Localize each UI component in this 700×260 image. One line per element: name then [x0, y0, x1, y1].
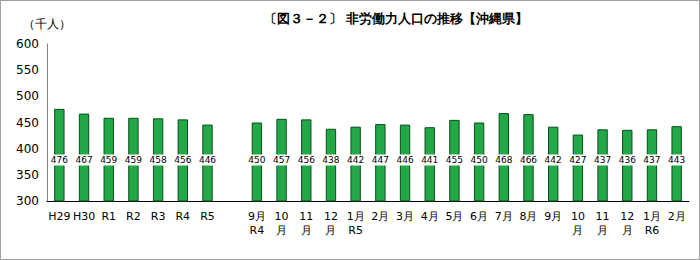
- svg-text:446: 446: [199, 155, 216, 165]
- svg-text:11: 11: [596, 210, 610, 223]
- svg-text:437: 437: [594, 155, 611, 165]
- svg-text:月: 月: [572, 224, 583, 237]
- svg-text:476: 476: [51, 155, 68, 165]
- svg-text:438: 438: [322, 155, 339, 165]
- svg-text:2月: 2月: [668, 210, 686, 223]
- svg-text:月: 月: [325, 224, 336, 237]
- svg-text:500: 500: [16, 89, 39, 103]
- svg-text:466: 466: [520, 155, 537, 165]
- svg-text:427: 427: [569, 155, 586, 165]
- svg-text:550: 550: [16, 63, 39, 77]
- svg-text:12: 12: [620, 210, 634, 223]
- svg-text:1月: 1月: [347, 210, 365, 223]
- svg-text:R5: R5: [348, 224, 363, 237]
- svg-text:436: 436: [619, 155, 636, 165]
- svg-text:7月: 7月: [495, 210, 513, 223]
- svg-text:600: 600: [16, 37, 39, 51]
- svg-text:450: 450: [471, 155, 488, 165]
- svg-text:R2: R2: [126, 210, 141, 223]
- svg-text:R4: R4: [250, 224, 265, 237]
- svg-text:437: 437: [643, 155, 660, 165]
- svg-text:1月: 1月: [643, 210, 661, 223]
- svg-text:300: 300: [16, 194, 39, 208]
- svg-text:12: 12: [324, 210, 338, 223]
- svg-text:（千人）: （千人）: [23, 17, 71, 31]
- svg-text:10: 10: [571, 210, 585, 223]
- svg-text:6月: 6月: [470, 210, 488, 223]
- svg-text:R5: R5: [200, 210, 215, 223]
- svg-text:459: 459: [100, 155, 117, 165]
- svg-text:467: 467: [75, 155, 92, 165]
- svg-text:3月: 3月: [396, 210, 414, 223]
- svg-text:月: 月: [301, 224, 312, 237]
- svg-text:450: 450: [248, 155, 265, 165]
- svg-text:9月: 9月: [248, 210, 266, 223]
- svg-text:446: 446: [396, 155, 413, 165]
- svg-text:月: 月: [276, 224, 287, 237]
- svg-text:442: 442: [545, 155, 562, 165]
- svg-text:月: 月: [597, 224, 608, 237]
- svg-text:4月: 4月: [421, 210, 439, 223]
- svg-text:9月: 9月: [544, 210, 562, 223]
- svg-text:2月: 2月: [371, 210, 389, 223]
- svg-text:441: 441: [421, 155, 438, 165]
- svg-text:月: 月: [622, 224, 633, 237]
- svg-text:468: 468: [495, 155, 512, 165]
- svg-text:447: 447: [372, 155, 389, 165]
- svg-text:450: 450: [16, 116, 39, 130]
- svg-text:R1: R1: [101, 210, 116, 223]
- svg-text:R6: R6: [645, 224, 660, 237]
- svg-text:R3: R3: [151, 210, 166, 223]
- svg-text:458: 458: [150, 155, 167, 165]
- svg-text:10: 10: [275, 210, 289, 223]
- svg-text:5月: 5月: [445, 210, 463, 223]
- svg-text:400: 400: [16, 142, 39, 156]
- svg-text:456: 456: [298, 155, 315, 165]
- svg-text:H30: H30: [73, 210, 95, 223]
- svg-text:457: 457: [273, 155, 290, 165]
- svg-text:455: 455: [446, 155, 463, 165]
- svg-text:350: 350: [16, 168, 39, 182]
- svg-text:443: 443: [668, 155, 685, 165]
- svg-text:459: 459: [125, 155, 142, 165]
- svg-text:11: 11: [299, 210, 313, 223]
- svg-text:456: 456: [174, 155, 191, 165]
- svg-text:442: 442: [347, 155, 364, 165]
- svg-text:〔図３－２〕 非労働力人口の推移【沖縄県】: 〔図３－２〕 非労働力人口の推移【沖縄県】: [264, 11, 529, 26]
- svg-text:H29: H29: [48, 210, 70, 223]
- svg-text:8月: 8月: [520, 210, 538, 223]
- svg-text:R4: R4: [175, 210, 190, 223]
